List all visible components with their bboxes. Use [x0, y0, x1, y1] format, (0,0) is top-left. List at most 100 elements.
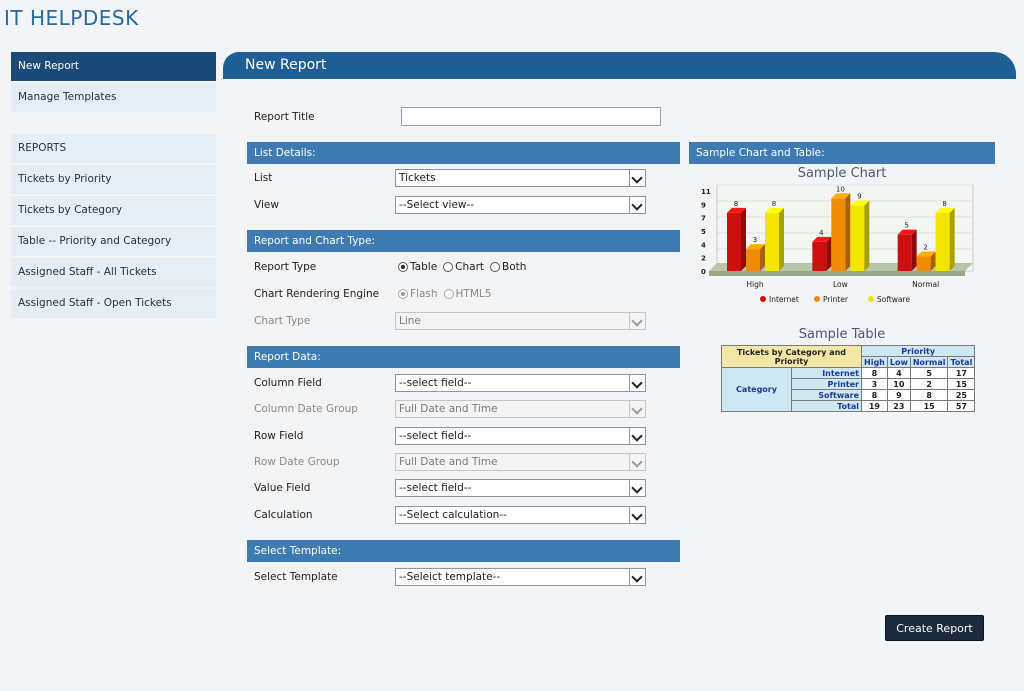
table-row-name: Software [791, 389, 862, 401]
table-cell: 23 [886, 400, 911, 412]
sidebar-item-tickets-by-priority[interactable]: Tickets by Priority [11, 165, 216, 194]
chart-bar [765, 212, 779, 271]
view-select-value: --Select view-- [399, 199, 475, 211]
chevron-down-icon [629, 480, 645, 496]
rendering-engine-radio-group: Flash HTML5 [398, 288, 495, 300]
report-type-chart-option[interactable]: Chart [443, 261, 484, 273]
table-row-name: Total [791, 400, 862, 412]
value-field-label: Value Field [254, 482, 311, 494]
radio-selected-icon [398, 289, 408, 299]
table-cell: 19 [861, 400, 888, 412]
chart-bar-side [845, 193, 851, 271]
radio-icon [443, 262, 454, 272]
list-label: List [254, 172, 273, 184]
chart-bar-top [727, 207, 746, 213]
list-select[interactable]: Tickets [395, 169, 646, 187]
value-field-select[interactable]: --select field-- [395, 479, 646, 497]
chevron-down-icon [629, 197, 645, 213]
sidebar-item-assigned-staff-all[interactable]: Assigned Staff - All Tickets [11, 258, 216, 287]
section-report-chart-type: Report and Chart Type: [247, 230, 680, 252]
view-label: View [254, 199, 279, 211]
chevron-down-icon [629, 170, 645, 186]
table-col-header: Normal [909, 356, 949, 368]
chart-data-label: 3 [753, 236, 757, 244]
table-cell: 25 [947, 389, 976, 401]
table-col-header: Low [886, 356, 911, 368]
sidebar-reports-heading: REPORTS [11, 134, 216, 163]
chart-data-label: 9 [857, 193, 861, 201]
report-title-label: Report Title [254, 111, 315, 123]
table-cell: 2 [909, 378, 949, 390]
sample-chart-title: Sample Chart [797, 166, 887, 181]
chevron-down-icon [629, 454, 645, 470]
column-field-label: Column Field [254, 377, 322, 389]
report-type-table-option[interactable]: Table [398, 261, 437, 273]
select-template-label: Select Template [254, 571, 338, 583]
chevron-down-icon [629, 313, 645, 329]
chart-data-label: 8 [942, 200, 946, 208]
row-field-select-value: --select field-- [399, 430, 472, 442]
sample-table-title: Sample Table [798, 327, 886, 342]
report-type-chart-label: Chart [455, 261, 485, 273]
sample-table: Tickets by Category and Priority Priorit… [721, 345, 976, 412]
chart-data-label: 4 [819, 229, 824, 237]
chart-type-select-value: Line [399, 315, 421, 327]
table-cell: 57 [947, 400, 976, 412]
sidebar-item-manage-templates[interactable]: Manage Templates [11, 83, 216, 112]
chart-bar [850, 205, 865, 271]
engine-html5-option[interactable]: HTML5 [443, 288, 492, 300]
column-field-select[interactable]: --select field-- [395, 374, 646, 392]
radio-selected-icon [398, 262, 408, 272]
chart-y-tick-label: 4 [701, 241, 706, 249]
row-field-select[interactable]: --select field-- [395, 427, 646, 445]
chart-type-select[interactable]: Line [395, 312, 646, 330]
chart-bar-side [911, 229, 917, 271]
create-report-button[interactable]: Create Report [885, 615, 984, 641]
chart-bar-top [850, 200, 870, 206]
table-cell: 4 [886, 367, 911, 379]
sample-section-heading: Sample Chart and Table: [689, 142, 995, 164]
section-select-template: Select Template: [247, 540, 680, 562]
chevron-down-icon [629, 428, 645, 444]
chart-bar-top [916, 251, 936, 257]
sidebar-item-new-report[interactable]: New Report [11, 52, 216, 81]
chart-bar [746, 249, 760, 271]
view-select[interactable]: --Select view-- [395, 196, 646, 214]
row-date-group-select-value: Full Date and Time [399, 456, 498, 468]
page-title: New Report [223, 52, 1016, 79]
chevron-down-icon [629, 401, 645, 417]
row-date-group-select[interactable]: Full Date and Time [395, 453, 646, 471]
calculation-select[interactable]: --Select calculation-- [395, 506, 646, 524]
chevron-down-icon [629, 375, 645, 391]
sidebar-item-assigned-staff-open[interactable]: Assigned Staff - Open Tickets [11, 289, 216, 318]
chart-type-label: Chart Type [254, 315, 311, 327]
column-date-group-select[interactable]: Full Date and Time [395, 400, 646, 418]
report-type-both-option[interactable]: Both [490, 261, 526, 273]
engine-flash-label: Flash [410, 288, 438, 300]
chart-legend-marker [814, 296, 820, 302]
table-priority-header: Priority [860, 345, 976, 357]
template-select[interactable]: --Seleict template-- [395, 568, 646, 586]
chart-y-tick-label: 7 [701, 215, 706, 223]
row-date-group-label: Row Date Group [254, 456, 340, 468]
chart-bar-side [864, 200, 870, 271]
report-type-label: Report Type [254, 261, 317, 273]
report-type-both-label: Both [502, 261, 527, 273]
table-row-name: Internet [791, 367, 862, 379]
chart-x-tick-label: High [746, 280, 763, 289]
chart-bar [935, 212, 950, 271]
sample-chart: 11 9 7 5 4 2 0 8 3 8 High 4 10 9 Low 5 2 8 Normal Internet P… [701, 184, 974, 304]
chart-bar [916, 256, 931, 271]
sidebar-item-tickets-by-category[interactable]: Tickets by Category [11, 196, 216, 225]
table-cell: 3 [861, 378, 888, 390]
sidebar-item-priority-category-table[interactable]: Table -- Priority and Category [11, 227, 216, 256]
chart-bar-side [779, 207, 784, 271]
chart-bar-top [746, 244, 765, 250]
chart-bar-top [765, 207, 784, 213]
report-title-input[interactable] [401, 107, 661, 126]
engine-flash-option[interactable]: Flash [398, 288, 438, 300]
table-cell: 9 [886, 389, 911, 401]
chart-x-tick-label: Normal [912, 280, 939, 289]
chart-bar [897, 234, 912, 271]
engine-html5-label: HTML5 [455, 288, 492, 300]
